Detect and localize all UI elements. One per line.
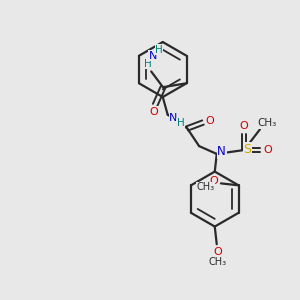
- Text: S: S: [243, 142, 251, 155]
- Text: O: O: [240, 122, 249, 131]
- Text: H: H: [144, 58, 152, 69]
- Text: O: O: [150, 107, 158, 117]
- Text: H: H: [177, 118, 184, 128]
- Text: O: O: [213, 247, 222, 257]
- Text: O: O: [210, 176, 218, 186]
- Text: CH₃: CH₃: [209, 257, 227, 267]
- Text: O: O: [263, 145, 272, 155]
- Text: H: H: [155, 45, 163, 55]
- Text: CH₃: CH₃: [257, 118, 276, 128]
- Text: N: N: [169, 112, 178, 123]
- Text: CH₃: CH₃: [196, 182, 214, 192]
- Text: O: O: [206, 116, 214, 126]
- Text: N: N: [217, 146, 226, 158]
- Text: N: N: [149, 51, 158, 61]
